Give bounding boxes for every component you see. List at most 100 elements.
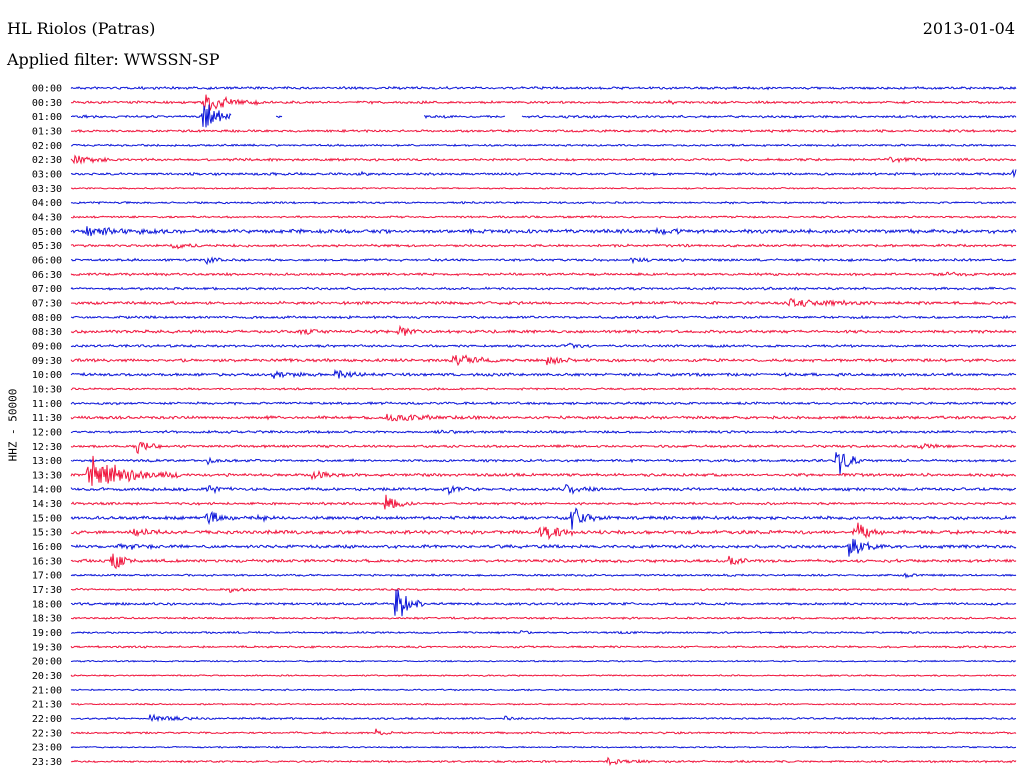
trace-line xyxy=(70,200,1017,205)
row-tick-label: 10:30 xyxy=(32,384,62,395)
trace-line xyxy=(70,368,1017,379)
row-tick-label: 00:00 xyxy=(32,84,62,95)
trace-line xyxy=(70,154,1017,165)
row-tick-label: 04:00 xyxy=(32,198,62,209)
row-tick-label: 23:00 xyxy=(32,743,62,754)
row-tick-label: 14:00 xyxy=(32,485,62,496)
row-tick-label: 14:30 xyxy=(32,499,62,510)
trace-line xyxy=(70,104,1017,128)
row-tick-label: 15:30 xyxy=(32,528,62,539)
row-tick-label: 16:00 xyxy=(32,542,62,553)
trace-line xyxy=(70,507,1017,530)
trace-line xyxy=(70,342,1017,350)
row-tick-label: 19:30 xyxy=(32,642,62,653)
row-tick-label: 07:30 xyxy=(32,298,62,309)
row-tick-label: 21:00 xyxy=(32,685,62,696)
row-tick-label: 19:00 xyxy=(32,628,62,639)
row-tick-label: 18:00 xyxy=(32,599,62,610)
trace-line xyxy=(70,271,1017,277)
trace-line xyxy=(70,256,1017,266)
row-tick-label: 20:30 xyxy=(32,671,62,682)
trace-line xyxy=(70,589,1017,617)
row-tick-label: 00:30 xyxy=(32,98,62,109)
trace-line xyxy=(70,587,1017,593)
trace-line xyxy=(70,659,1017,663)
row-tick-label: 11:30 xyxy=(32,413,62,424)
trace-line xyxy=(70,186,1017,190)
trace-line xyxy=(70,713,1017,723)
row-tick-label: 16:30 xyxy=(32,556,62,567)
trace-line xyxy=(70,226,1017,237)
trace-line xyxy=(70,455,1017,486)
trace-line xyxy=(70,483,1017,496)
trace-line xyxy=(70,756,1017,767)
row-tick-label: 08:30 xyxy=(32,327,62,338)
row-tick-label: 20:00 xyxy=(32,657,62,668)
trace-line xyxy=(70,215,1017,219)
row-tick-label: 06:30 xyxy=(32,270,62,281)
row-tick-label: 13:00 xyxy=(32,456,62,467)
row-tick-label: 08:00 xyxy=(32,313,62,324)
row-tick-label: 04:30 xyxy=(32,212,62,223)
filter-label: Applied filter: WWSSN-SP xyxy=(7,50,220,69)
row-tick-label: 03:00 xyxy=(32,169,62,180)
row-tick-label: 17:00 xyxy=(32,571,62,582)
row-tick-label: 06:00 xyxy=(32,255,62,266)
row-tick-label: 03:30 xyxy=(32,184,62,195)
trace-line xyxy=(70,522,1017,541)
row-tick-label: 22:30 xyxy=(32,728,62,739)
trace-line xyxy=(70,572,1017,579)
trace-line xyxy=(70,85,1017,91)
trace-line xyxy=(70,745,1017,749)
row-tick-label: 12:30 xyxy=(32,442,62,453)
row-tick-label: 05:30 xyxy=(32,241,62,252)
trace-line xyxy=(70,297,1017,308)
trace-line xyxy=(70,538,1017,557)
row-tick-label: 22:00 xyxy=(32,714,62,725)
row-tick-label: 10:00 xyxy=(32,370,62,381)
trace-line xyxy=(70,401,1017,406)
row-tick-label: 21:30 xyxy=(32,700,62,711)
row-tick-label: 13:30 xyxy=(32,470,62,481)
trace-line xyxy=(70,387,1017,391)
station-title: HL Riolos (Patras) xyxy=(7,19,156,38)
row-tick-label: 23:30 xyxy=(32,757,62,768)
trace-line xyxy=(70,494,1017,510)
row-tick-label: 07:00 xyxy=(32,284,62,295)
trace-line xyxy=(70,143,1017,148)
trace-line xyxy=(70,688,1017,692)
row-tick-label: 09:00 xyxy=(32,341,62,352)
trace-line xyxy=(70,553,1017,570)
trace-line xyxy=(70,324,1017,336)
trace-line xyxy=(70,286,1017,291)
trace-line xyxy=(70,616,1017,621)
row-tick-label: 09:30 xyxy=(32,356,62,367)
trace-line xyxy=(70,413,1017,422)
trace-line xyxy=(70,630,1017,635)
trace-line xyxy=(70,128,1017,134)
trace-line xyxy=(70,354,1017,367)
row-tick-label: 18:30 xyxy=(32,614,62,625)
row-tick-label: 17:30 xyxy=(32,585,62,596)
row-tick-label: 15:00 xyxy=(32,513,62,524)
row-tick-label: 12:00 xyxy=(32,427,62,438)
trace-line xyxy=(70,644,1017,649)
trace-line xyxy=(70,452,1017,476)
trace-line xyxy=(70,441,1017,455)
row-tick-label: 11:00 xyxy=(32,399,62,410)
row-tick-label: 01:00 xyxy=(32,112,62,123)
row-tick-label: 01:30 xyxy=(32,126,62,137)
row-tick-label: 02:30 xyxy=(32,155,62,166)
trace-line xyxy=(70,429,1017,435)
trace-line xyxy=(70,702,1017,706)
trace-line xyxy=(70,94,1017,111)
trace-line xyxy=(70,168,1017,179)
trace-line xyxy=(70,314,1017,320)
trace-line xyxy=(70,728,1017,736)
trace-line xyxy=(70,243,1017,250)
row-tick-label: 02:00 xyxy=(32,141,62,152)
record-date: 2013-01-04 xyxy=(922,19,1015,38)
trace-line xyxy=(70,674,1017,678)
row-tick-label: 05:00 xyxy=(32,227,62,238)
